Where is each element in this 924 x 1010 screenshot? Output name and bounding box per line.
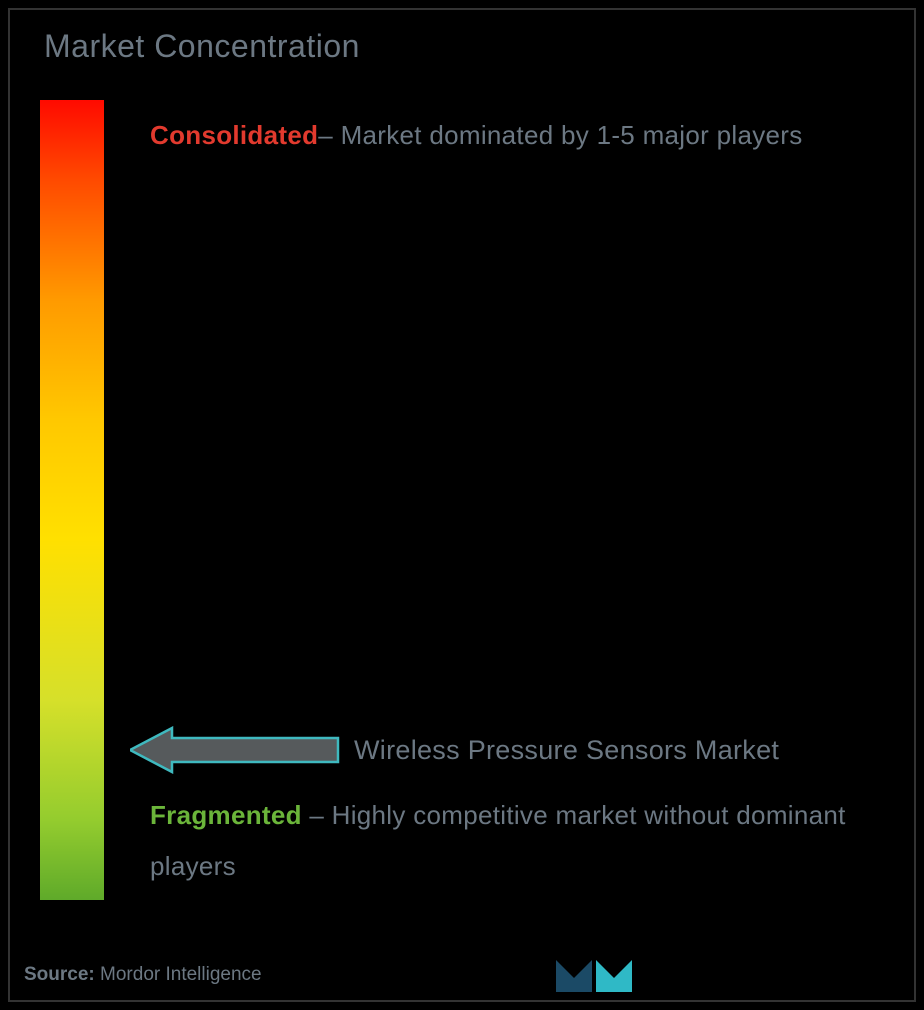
consolidated-description: Consolidated– Market dominated by 1-5 ma… — [150, 110, 870, 161]
mordor-logo-icon — [556, 952, 634, 992]
market-position-marker: Wireless Pressure Sensors Market — [130, 726, 779, 774]
source-label: Source: — [24, 964, 95, 985]
concentration-gradient-bar — [40, 100, 104, 900]
consolidated-keyword: Consolidated — [150, 120, 318, 150]
source-value: Mordor Intelligence — [95, 964, 262, 985]
arrow-left-icon — [130, 726, 340, 774]
fragmented-description: Fragmented – Highly competitive market w… — [150, 790, 870, 891]
source-attribution: Source: Mordor Intelligence — [24, 964, 262, 986]
chart-title: Market Concentration — [44, 28, 360, 65]
market-label: Wireless Pressure Sensors Market — [354, 735, 779, 766]
consolidated-tail: – Market dominated by 1-5 major players — [318, 120, 802, 150]
fragmented-keyword: Fragmented — [150, 800, 302, 830]
